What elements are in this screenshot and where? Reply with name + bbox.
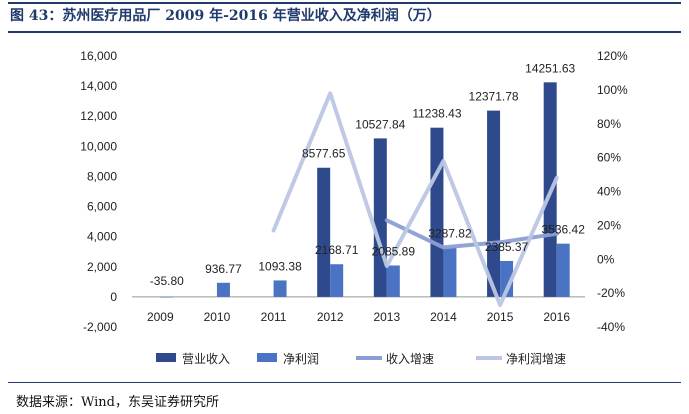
net-profit-data-label: 2168.71 xyxy=(315,243,359,257)
y-left-tick-label: 0 xyxy=(110,290,117,304)
source-note: 数据来源：Wind，东吴证券研究所 xyxy=(16,395,219,410)
y-left-tick-label: 4,000 xyxy=(87,230,117,244)
footer-rule xyxy=(8,382,681,383)
net-profit-data-label: 2385.37 xyxy=(485,240,529,254)
x-tick-label: 2014 xyxy=(430,310,457,324)
revenue-bar xyxy=(487,110,501,297)
revenue-data-label: 11238.43 xyxy=(412,107,461,121)
net-profit-data-label: 1093.38 xyxy=(258,259,302,273)
y-left-tick-label: 2,000 xyxy=(87,260,117,274)
net-profit-bar xyxy=(273,280,287,297)
net-profit-bar xyxy=(386,265,400,297)
x-tick-label: 2012 xyxy=(317,310,344,324)
y-left-tick-label: 10,000 xyxy=(80,139,117,153)
title-bottom-rule xyxy=(8,31,681,33)
net-profit-bar xyxy=(160,296,174,298)
revenue-data-label: 14251.63 xyxy=(525,61,575,75)
y-left-tick-label: 16,000 xyxy=(80,49,117,63)
y-right-tick-label: 120% xyxy=(597,49,628,63)
net-profit-data-label: 936.77 xyxy=(205,262,242,276)
net-profit-bar xyxy=(556,243,570,297)
y-right-tick-label: 100% xyxy=(597,83,628,97)
revenue-bar xyxy=(373,138,387,297)
x-tick-label: 2009 xyxy=(147,310,174,324)
y-right-tick-label: 80% xyxy=(597,117,621,131)
x-tick-label: 2016 xyxy=(543,310,570,324)
y-right-tick-label: 40% xyxy=(597,185,621,199)
legend-label: 净利润增速 xyxy=(506,352,566,366)
net-profit-data-label: -35.80 xyxy=(150,274,184,288)
revenue-bar xyxy=(430,127,444,297)
title-top-rule xyxy=(8,2,681,4)
legend-label: 净利润 xyxy=(283,352,319,366)
y-right-tick-label: -20% xyxy=(597,286,625,300)
net-profit-data-label: 3536.42 xyxy=(541,223,585,237)
y-right-tick-label: -40% xyxy=(597,320,625,334)
chart-title: 图 43：苏州医疗用品厂 2009 年-2016 年营业收入及净利润（万） xyxy=(10,8,441,24)
revenue-bar xyxy=(317,167,331,297)
y-right-tick-label: 0% xyxy=(597,252,615,266)
legend-label: 营业收入 xyxy=(182,352,230,366)
revenue-data-label: 12371.78 xyxy=(469,90,519,104)
x-tick-label: 2010 xyxy=(204,310,231,324)
legend-swatch-bar xyxy=(156,353,176,362)
y-left-tick-label: 8,000 xyxy=(87,169,117,183)
y-right-tick-label: 60% xyxy=(597,151,621,165)
y-left-tick-label: 14,000 xyxy=(80,79,117,93)
revenue-data-label: 8577.65 xyxy=(302,147,346,161)
y-left-tick-label: 12,000 xyxy=(80,109,117,123)
legend-swatch-bar xyxy=(257,353,277,362)
net-profit-growth-line xyxy=(271,91,559,307)
net-profit-bar xyxy=(443,247,457,297)
revenue-data-label: 10527.84 xyxy=(355,117,405,131)
x-tick-label: 2013 xyxy=(373,310,400,324)
y-left-tick-label: -2,000 xyxy=(83,320,117,334)
x-tick-label: 2011 xyxy=(261,310,287,324)
y-right-tick-label: 20% xyxy=(597,218,621,232)
net-profit-data-label: 2085.89 xyxy=(372,244,416,258)
x-tick-label: 2015 xyxy=(487,310,514,324)
net-profit-bar xyxy=(330,264,344,297)
legend-label: 收入增速 xyxy=(386,352,434,366)
net-profit-data-label: 3287.82 xyxy=(428,226,472,240)
net-profit-bar xyxy=(216,282,230,297)
y-left-tick-label: 6,000 xyxy=(87,200,117,214)
